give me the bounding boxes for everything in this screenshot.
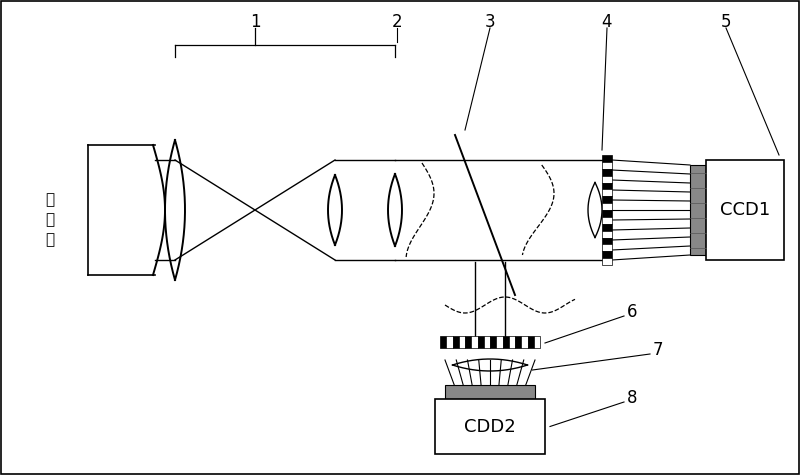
Bar — [602, 155, 612, 162]
Bar — [446, 336, 453, 348]
Bar — [458, 336, 465, 348]
Text: 波: 波 — [46, 232, 54, 247]
Bar — [706, 160, 784, 260]
Bar — [602, 217, 612, 224]
Bar — [465, 336, 471, 348]
Text: 2: 2 — [392, 13, 402, 31]
Bar — [440, 336, 446, 348]
Bar — [496, 336, 502, 348]
Bar — [484, 336, 490, 348]
Bar — [602, 238, 612, 244]
Bar — [602, 203, 612, 210]
Bar — [522, 336, 527, 348]
Text: 入: 入 — [46, 192, 54, 208]
Bar — [453, 336, 458, 348]
Bar — [602, 196, 612, 203]
Bar — [602, 182, 612, 190]
Text: CCD1: CCD1 — [720, 201, 770, 219]
Bar — [527, 336, 534, 348]
Bar — [534, 336, 540, 348]
Bar — [490, 336, 496, 348]
Bar — [602, 190, 612, 196]
Bar — [602, 258, 612, 265]
Bar — [690, 165, 706, 255]
Text: 3: 3 — [485, 13, 495, 31]
Bar — [602, 169, 612, 176]
Bar — [602, 231, 612, 238]
Bar — [478, 336, 484, 348]
Bar — [435, 399, 545, 454]
Bar — [602, 251, 612, 258]
Text: 8: 8 — [626, 389, 638, 407]
Bar — [602, 244, 612, 251]
Text: 射: 射 — [46, 212, 54, 228]
Bar — [502, 336, 509, 348]
Bar — [509, 336, 515, 348]
Bar — [602, 224, 612, 231]
Bar — [445, 385, 535, 399]
Text: 5: 5 — [721, 13, 731, 31]
Text: 1: 1 — [250, 13, 260, 31]
Text: 7: 7 — [653, 341, 663, 359]
Bar — [602, 210, 612, 217]
Bar — [602, 162, 612, 169]
Text: CDD2: CDD2 — [464, 418, 516, 436]
Text: 6: 6 — [626, 303, 638, 321]
Bar — [471, 336, 478, 348]
Bar — [515, 336, 522, 348]
Bar — [602, 176, 612, 182]
Text: 4: 4 — [602, 13, 612, 31]
